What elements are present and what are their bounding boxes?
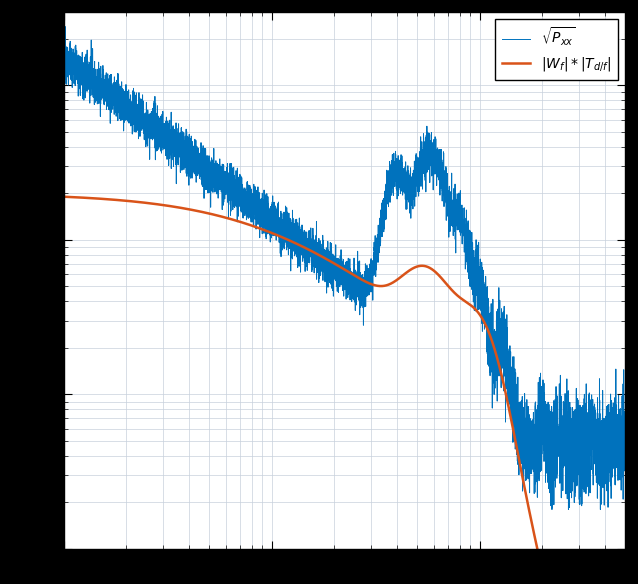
$\sqrt{P_{xx}}$ [506,377,514,384]
$\sqrt{P_{xx}}$ [476,285,484,292]
$\sqrt{P_{xx}}$ [61,23,69,30]
$\sqrt{P_{xx}}$ [263,208,271,215]
$|W_f| * |T_{d/f}|$ [506,410,514,417]
$\sqrt{P_{xx}}$ [548,506,556,513]
$\sqrt{P_{xx}}$ [392,176,400,183]
$|W_f| * |T_{d/f}|$ [392,277,400,284]
$\sqrt{P_{xx}}$ [417,164,424,171]
Line: $\sqrt{P_{xx}}$: $\sqrt{P_{xx}}$ [64,27,625,509]
$|W_f| * |T_{d/f}|$ [417,262,424,269]
$\sqrt{P_{xx}}$ [60,57,68,64]
$|W_f| * |T_{d/f}|$ [60,193,68,200]
$|W_f| * |T_{d/f}|$ [88,194,96,201]
$\sqrt{P_{xx}}$ [88,77,96,84]
$|W_f| * |T_{d/f}|$ [263,228,271,235]
Line: $|W_f| * |T_{d/f}|$: $|W_f| * |T_{d/f}|$ [64,197,625,584]
$|W_f| * |T_{d/f}|$ [476,311,484,318]
$\sqrt{P_{xx}}$ [621,429,629,436]
Legend: $\sqrt{P_{xx}}$, $|W_f| * |T_{d/f}|$: $\sqrt{P_{xx}}$, $|W_f| * |T_{d/f}|$ [495,19,618,80]
